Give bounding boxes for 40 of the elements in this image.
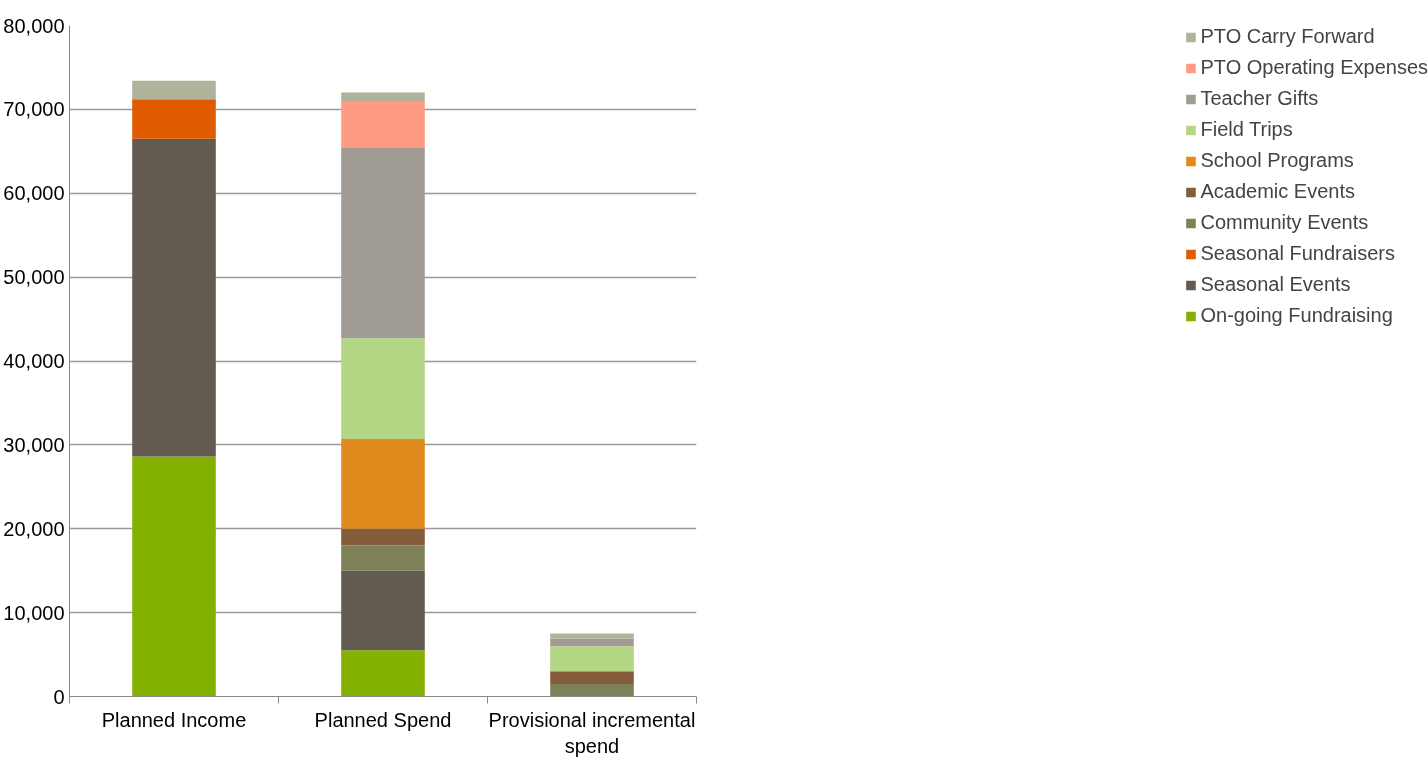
y-tick-label: 40,000 (3, 350, 65, 372)
y-tick-label: 10,000 (3, 601, 65, 624)
bar (341, 338, 425, 439)
bar (341, 545, 425, 571)
y-tick-label: 30,000 (3, 433, 65, 456)
x-tick-label: Planned Spend (314, 708, 452, 731)
bar (550, 671, 634, 684)
bar (341, 147, 425, 339)
bar (132, 138, 216, 457)
x-tick-label: Planned Income (101, 708, 247, 731)
legend-label: School Programs (1200, 149, 1354, 172)
y-tick-label: 50,000 (3, 266, 65, 289)
bar (132, 99, 216, 139)
legend-label: Community Events (1200, 211, 1369, 234)
legend-label: PTO Operating Expenses (1200, 56, 1428, 79)
bar (341, 528, 425, 546)
bar (132, 80, 216, 100)
bar (341, 439, 425, 529)
legend-label: Seasonal Events (1200, 273, 1351, 296)
bar (341, 100, 425, 148)
y-tick-label: 20,000 (3, 517, 65, 540)
bar (341, 92, 425, 101)
y-tick-label: 80,000 (3, 14, 65, 37)
y-tick-label: 0 (53, 685, 65, 708)
bar (132, 456, 216, 697)
bar (550, 633, 634, 639)
legend-label: Seasonal Fundraisers (1200, 242, 1396, 265)
bar (550, 646, 634, 672)
legend-label: PTO Carry Forward (1200, 25, 1375, 48)
bar (550, 683, 634, 697)
legend-label: Teacher Gifts (1200, 87, 1319, 110)
bar (341, 650, 425, 697)
bar (341, 570, 425, 651)
bar (550, 638, 634, 647)
y-tick-label: 60,000 (3, 182, 65, 205)
legend-label: On-going Fundraising (1200, 304, 1393, 327)
x-tick-label: Provisional incremental spend (488, 708, 696, 757)
legend-label: Academic Events (1200, 180, 1355, 203)
y-tick-label: 70,000 (3, 98, 65, 121)
legend-label: Field Trips (1200, 118, 1293, 141)
